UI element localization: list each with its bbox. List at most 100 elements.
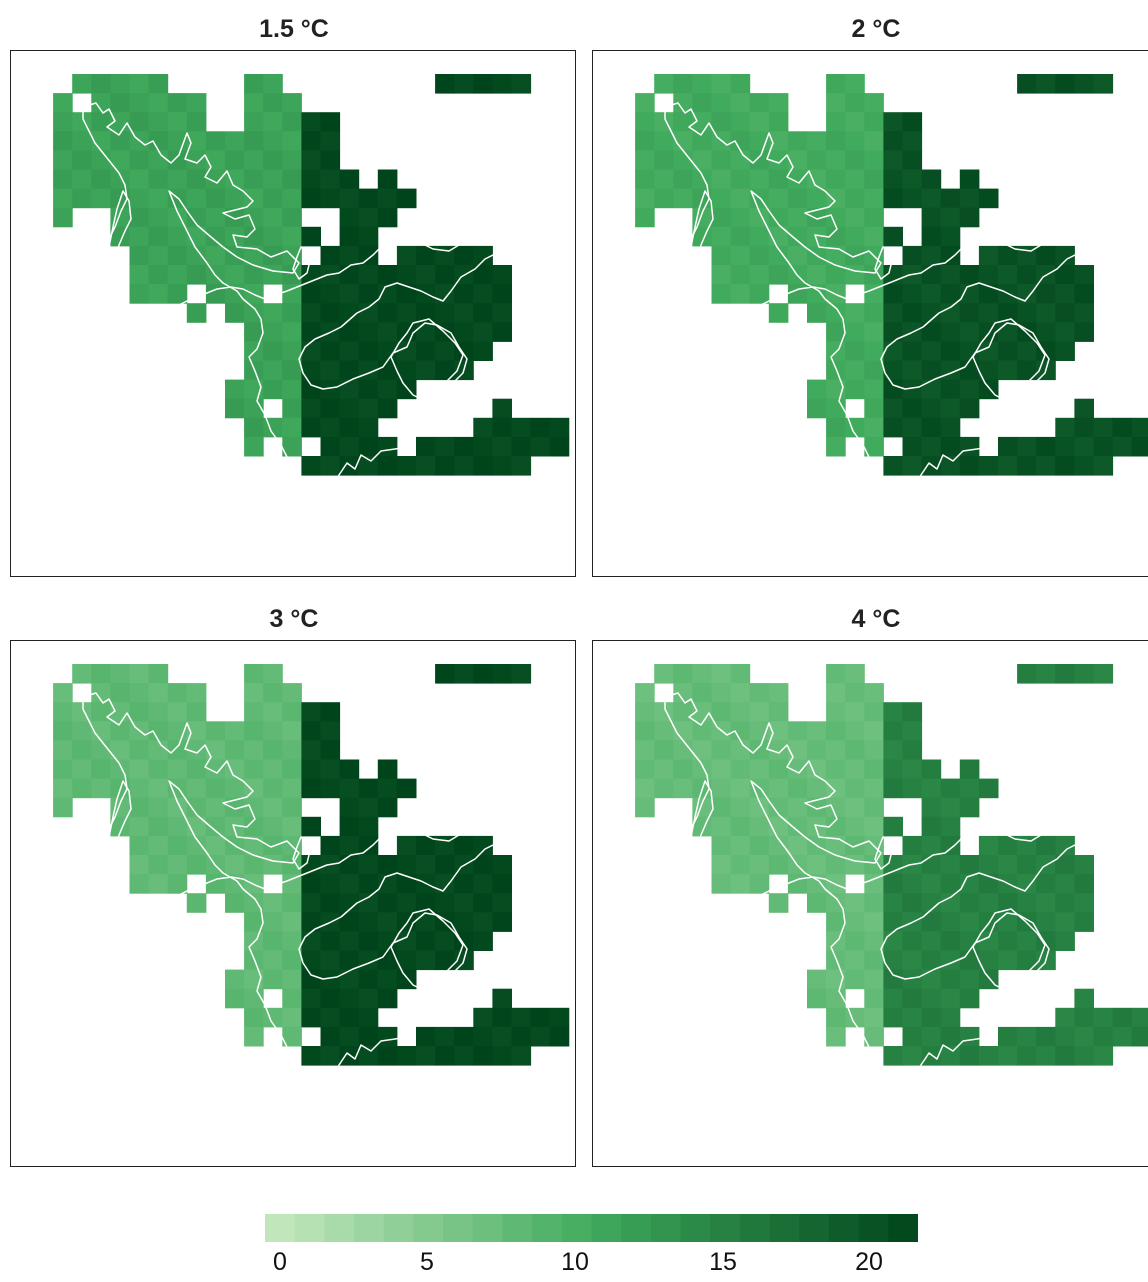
grid-cell [244,816,264,837]
grid-cell [320,702,341,722]
grid-cell [730,683,751,703]
grid-cell [129,112,150,132]
grid-cell [864,150,884,170]
grid-cell [883,188,903,209]
grid-cell [864,797,884,818]
colorbar-swatch [680,1214,711,1242]
colorbar-swatch [739,1214,771,1242]
grid-cell [787,169,808,190]
grid-cell [148,816,169,837]
grid-cell [673,188,693,209]
grid-cell [959,341,980,361]
grid-cell [416,245,436,266]
grid-cell [902,759,923,780]
grid-cell [377,912,398,932]
grid-cell [959,169,980,190]
grid-cell [244,759,264,780]
grid-cell [1036,835,1056,856]
grid-cell [807,988,827,1009]
grid-cell [263,93,283,113]
grid-cell [1017,303,1037,323]
region-outline [390,908,464,992]
grid-cell [940,797,961,818]
grid-cell [148,245,169,266]
grid-cell [864,969,884,990]
grid-cell [864,759,884,780]
grid-cell [454,664,474,684]
grid-cell [826,322,846,342]
grid-cell [225,379,245,400]
grid-cell [845,265,865,285]
map-svg-2c [635,74,1148,522]
grid-cell [186,150,207,170]
grid-cell [473,1046,493,1066]
grid-cell [826,131,846,151]
grid-cell [358,988,379,1009]
grid-cell [711,284,732,304]
grid-cell [1055,74,1075,94]
grid-cell [148,874,169,894]
grid-cell [998,341,1018,361]
grid-cell [244,740,264,760]
grid-cell [205,797,226,818]
grid-cell [749,874,770,894]
grid-cell [205,874,226,894]
grid-cell [91,683,111,703]
grid-cell [1131,436,1148,457]
grid-cell [282,1007,302,1028]
grid-cell [435,360,455,381]
grid-cell [959,797,980,818]
colorbar-swatch [710,1214,741,1242]
grid-cell [959,778,980,799]
grid-cell [377,1046,398,1066]
grid-cell [53,169,73,190]
grid-cell [282,740,302,760]
grid-cell [1093,1026,1114,1047]
grid-cell [978,360,999,381]
grid-cell [186,759,207,780]
grid-cell [864,265,884,285]
grid-cell [1074,874,1094,894]
grid-cell [129,265,150,285]
grid-cell [320,303,341,323]
grid-cell [339,931,360,951]
map-panel-1-5c [10,50,576,577]
grid-cell [110,721,130,741]
grid-cell [339,1026,360,1047]
grid-cell [654,169,674,190]
grid-cell [998,950,1018,971]
grid-cell [377,207,398,228]
grid-cell [635,797,655,818]
grid-cell [225,207,245,228]
grid-cell [129,740,150,760]
grid-cell [921,379,942,400]
grid-cell [730,797,751,818]
grid-cell [940,303,961,323]
grid-cell [940,874,961,894]
grid-cell [282,284,302,304]
grid-cell [377,284,398,304]
region-outline [874,246,894,280]
colorbar-swatch [591,1214,622,1242]
grid-cell [205,721,226,741]
grid-cell [263,74,283,94]
grid-cell [921,245,942,266]
grid-cell [768,835,789,856]
grid-cell [301,740,321,760]
grid-cell [301,759,321,780]
grid-cell [110,740,130,760]
grid-cell [826,893,846,913]
grid-cell [883,702,903,722]
grid-cell [787,150,808,170]
grid-cell [263,797,283,818]
grid-cell [301,131,321,151]
grid-cell [358,778,379,799]
panel-title-2c: 2 °C [851,15,901,43]
grid-cell [845,131,865,151]
grid-cell [129,93,150,113]
grid-cell [263,265,283,285]
grid-cell [320,893,341,913]
grid-cell [263,759,283,780]
grid-cell [339,912,360,932]
grid-cell [1074,1046,1094,1066]
